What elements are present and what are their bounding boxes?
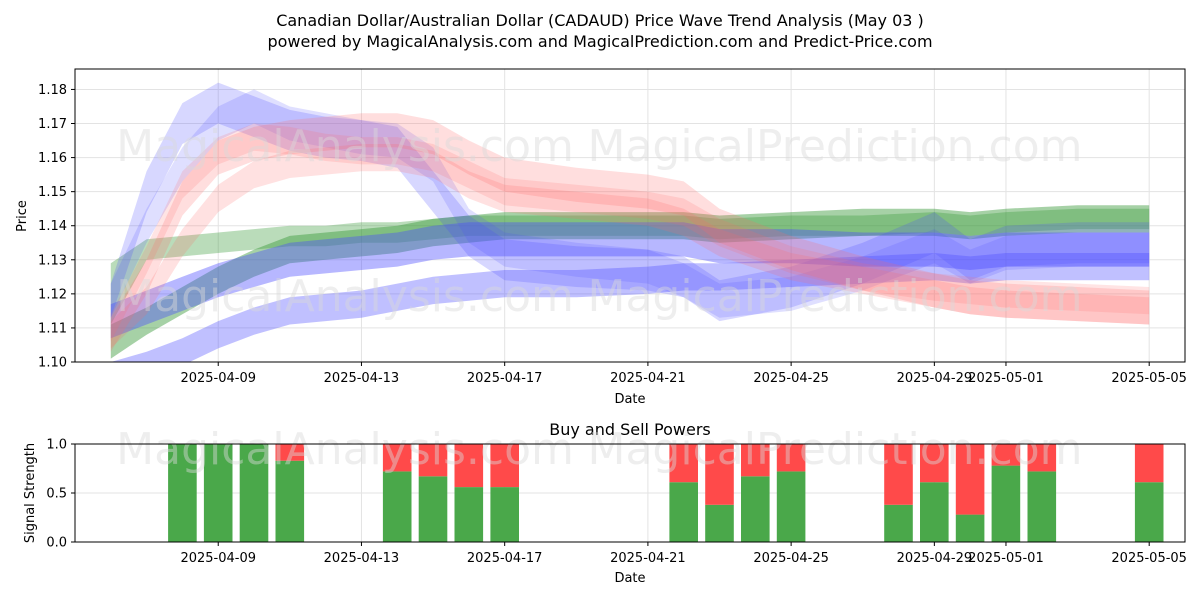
- buy-power-bar: [418, 476, 448, 542]
- price-x-tick-label: 2025-05-05: [1111, 371, 1187, 386]
- buy-power-bar: [776, 471, 806, 542]
- watermark-prediction-mid: MagicalPrediction.com: [588, 271, 1083, 322]
- sell-power-bar: [275, 444, 305, 461]
- buy-power-bar: [705, 504, 734, 542]
- buy-power-bar: [239, 444, 269, 542]
- price-grid: [75, 69, 1185, 363]
- signal-x-tick-label: 2025-04-25: [753, 551, 829, 566]
- sell-power-bar: [454, 444, 484, 488]
- price-band-green-0: [110, 208, 1150, 325]
- watermark-prediction-bottom: MagicalPrediction.com: [588, 424, 1083, 475]
- price-chart: MagicalAnalysis.com MagicalPrediction.co…: [15, 68, 1187, 407]
- buy-power-bar: [275, 460, 305, 542]
- price-band-red-6: [110, 113, 1150, 352]
- signal-y-axis-label: Signal Strength: [23, 443, 38, 543]
- price-y-tick-label: 1.18: [38, 83, 67, 98]
- price-band-blue-4: [110, 82, 1150, 322]
- signal-y-tick-label: 0.5: [46, 487, 67, 502]
- price-band-red-8: [110, 123, 1150, 342]
- price-band-blue-2: [110, 253, 1150, 362]
- signal-x-tick-label: 2025-04-17: [467, 551, 543, 566]
- watermark-analysis-bottom: MagicalAnalysis.com: [116, 424, 574, 475]
- price-x-tick-label: 2025-04-29: [897, 371, 973, 386]
- signal-x-tick-label: 2025-05-05: [1111, 551, 1187, 566]
- signal-chart: Buy and Sell Powers MagicalAnalysis.com …: [23, 420, 1187, 586]
- buy-power-bar: [920, 482, 949, 542]
- price-y-tick-label: 1.15: [38, 185, 67, 200]
- signal-x-tick-label: 2025-04-29: [897, 551, 973, 566]
- price-wave-bands: [110, 82, 1150, 362]
- watermark-prediction-top: MagicalPrediction.com: [588, 121, 1083, 172]
- signal-x-tick-label: 2025-04-21: [610, 551, 686, 566]
- price-plot-frame: [74, 68, 1186, 363]
- price-band-blue-3: [110, 222, 1150, 339]
- buy-power-bar: [168, 444, 197, 542]
- price-y-tick-label: 1.16: [38, 151, 67, 166]
- sell-power-bar: [1027, 444, 1057, 472]
- sell-power-bar: [741, 444, 770, 477]
- price-x-tick-label: 2025-04-13: [324, 371, 400, 386]
- price-x-tick-label: 2025-04-17: [467, 371, 543, 386]
- price-y-tick-label: 1.12: [38, 287, 67, 302]
- watermark-analysis-top: MagicalAnalysis.com: [116, 121, 574, 172]
- price-x-tick-label: 2025-04-09: [180, 371, 256, 386]
- buy-power-bar: [669, 482, 698, 542]
- buy-power-bar: [884, 504, 913, 542]
- price-y-tick-label: 1.11: [38, 321, 67, 336]
- price-x-axis-label: Date: [614, 392, 645, 407]
- buy-power-bar: [454, 487, 484, 542]
- sell-power-bar: [418, 444, 448, 477]
- sell-power-bar: [490, 444, 519, 488]
- sell-power-bar: [1134, 444, 1164, 483]
- price-y-tick-label: 1.13: [38, 253, 67, 268]
- price-y-tick-label: 1.10: [38, 356, 67, 371]
- price-axis-ticks: 2025-04-09 2025-04-13 2025-04-17 2025-04-21…: [38, 83, 1187, 386]
- price-x-tick-label: 2025-05-01: [968, 371, 1044, 386]
- signal-x-tick-label: 2025-04-13: [324, 551, 400, 566]
- sell-power-bar: [705, 444, 734, 505]
- sell-power-bar: [920, 444, 949, 483]
- price-band-green-1: [110, 205, 1150, 359]
- chart-title: Canadian Dollar/Australian Dollar (CADAU…: [276, 11, 924, 30]
- buy-power-bar: [741, 476, 770, 542]
- signal-bars: [168, 444, 1164, 542]
- signal-y-tick-label: 1.0: [46, 438, 67, 453]
- buy-power-bar: [203, 444, 233, 542]
- buy-power-bar: [382, 471, 412, 542]
- buy-power-bar: [490, 487, 519, 542]
- buy-power-bar: [955, 514, 985, 542]
- signal-x-tick-label: 2025-04-09: [180, 551, 256, 566]
- price-y-tick-label: 1.14: [38, 219, 67, 234]
- signal-x-axis-label: Date: [614, 571, 645, 586]
- signal-x-tick-label: 2025-05-01: [968, 551, 1044, 566]
- price-x-tick-label: 2025-04-21: [610, 371, 686, 386]
- chart-subtitle: powered by MagicalAnalysis.com and Magic…: [267, 32, 932, 51]
- sell-power-bar: [776, 444, 806, 472]
- price-y-tick-label: 1.17: [38, 117, 67, 132]
- sell-power-bar: [884, 444, 913, 505]
- buy-power-bar: [991, 465, 1021, 542]
- signal-chart-title: Buy and Sell Powers: [549, 420, 711, 439]
- price-y-axis-label: Price: [15, 200, 30, 232]
- buy-power-bar: [1027, 471, 1057, 542]
- buy-power-bar: [1134, 482, 1164, 542]
- watermark-analysis-mid: MagicalAnalysis.com: [116, 271, 574, 322]
- sell-power-bar: [955, 444, 985, 515]
- signal-axis-ticks: 2025-04-09 2025-04-13 2025-04-17 2025-04-21…: [46, 438, 1187, 567]
- price-x-tick-label: 2025-04-25: [753, 371, 829, 386]
- sell-power-bar: [382, 444, 412, 472]
- price-band-blue-5: [110, 89, 1150, 318]
- sell-power-bar: [991, 444, 1021, 466]
- price-band-red-7: [110, 144, 1150, 349]
- sell-power-bar: [669, 444, 698, 483]
- signal-y-tick-label: 0.0: [46, 536, 67, 551]
